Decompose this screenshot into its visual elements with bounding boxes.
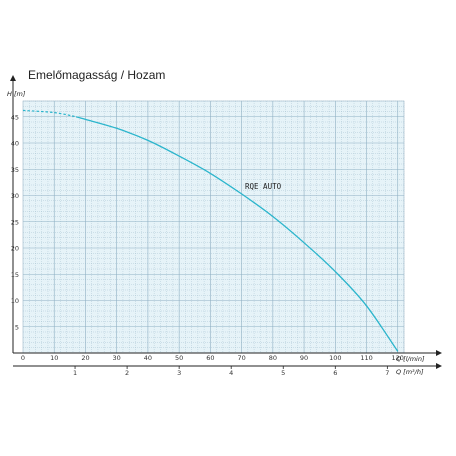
y-tick-label: 45 xyxy=(11,113,19,121)
y-tick-label: 40 xyxy=(11,140,19,148)
x-axis-label: Q [l/min] xyxy=(396,355,425,363)
x2-tick-label: 1 xyxy=(73,369,77,377)
x-tick-label: 40 xyxy=(144,354,152,362)
x2-tick-label: 2 xyxy=(125,369,129,377)
x2-ticks: 1 2 3 4 5 6 7 xyxy=(73,366,389,377)
x2-tick-label: 4 xyxy=(229,369,233,377)
grid xyxy=(22,100,405,354)
axes xyxy=(12,87,442,369)
x2-axis-label: Q [m³/h] xyxy=(396,368,424,376)
y-axis-arrow-icon xyxy=(10,75,16,81)
x-tick-label: 10 xyxy=(50,354,58,362)
x-tick-label: 50 xyxy=(175,354,183,362)
x-tick-label: 100 xyxy=(329,354,341,362)
x-tick-label: 70 xyxy=(237,354,245,362)
x-tick-label: 110 xyxy=(360,354,372,362)
x-axis-arrow-icon xyxy=(436,350,442,356)
series-label: RQE AUTO xyxy=(245,182,282,191)
series-curve xyxy=(75,116,399,352)
x2-tick-label: 5 xyxy=(281,369,285,377)
x-tick-label: 0 xyxy=(21,354,25,362)
x-tick-label: 90 xyxy=(300,354,308,362)
y-tick-label: 35 xyxy=(11,166,19,174)
y-tick-label: 30 xyxy=(11,192,19,200)
chart-title: Emelőmagasság / Hozam xyxy=(28,68,165,82)
x-tick-label: 60 xyxy=(206,354,214,362)
series-curves xyxy=(22,109,399,352)
y-tick-label: 15 xyxy=(11,271,19,279)
y-axis-label: H [m] xyxy=(7,90,26,98)
y-tick-label: 10 xyxy=(11,297,19,305)
y-tick-label: 20 xyxy=(11,245,19,253)
x2-axis-arrow-icon xyxy=(436,363,442,369)
x-tick-label: 120 xyxy=(392,354,404,362)
y-ticks: 5 10 15 20 25 30 35 40 45 xyxy=(11,113,19,331)
x2-tick-label: 7 xyxy=(385,369,389,377)
x2-tick-label: 3 xyxy=(177,369,181,377)
y-tick-label: 5 xyxy=(15,323,19,331)
x-tick-label: 20 xyxy=(81,354,89,362)
y-tick-label: 25 xyxy=(11,218,19,226)
x-tick-label: 80 xyxy=(269,354,277,362)
x2-tick-label: 6 xyxy=(333,369,337,377)
x-ticks: 0 10 20 30 40 50 60 70 80 90 100 110 120 xyxy=(21,354,404,362)
x-tick-label: 30 xyxy=(113,354,121,362)
